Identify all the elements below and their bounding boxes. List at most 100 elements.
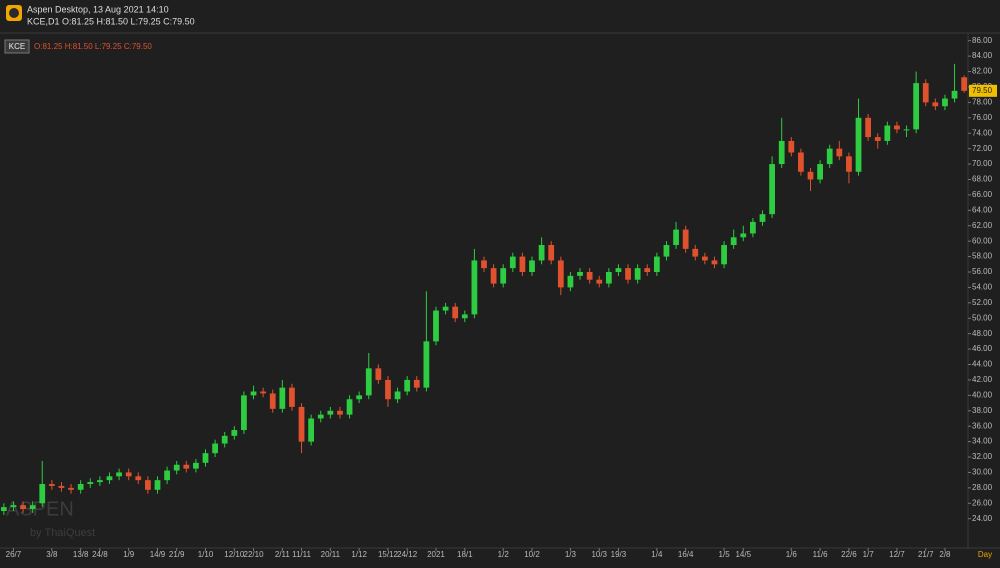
- x-tick-label: 11/6: [813, 550, 829, 559]
- y-tick-label: 56.00: [972, 267, 993, 276]
- candle-body: [385, 379, 391, 400]
- y-tick-label: 28.00: [972, 483, 993, 492]
- candle-body: [874, 137, 881, 141]
- x-unit: Day: [978, 550, 992, 559]
- candle-body: [202, 453, 209, 463]
- candle-body: [778, 140, 785, 165]
- x-tick-label: 1/5: [719, 550, 731, 559]
- x-tick-label: 24/12: [397, 550, 418, 559]
- candle-body: [855, 117, 862, 172]
- x-tick-label: 3/8: [46, 550, 58, 559]
- last-price-box: [969, 84, 997, 97]
- candle-body: [865, 117, 872, 138]
- candle-body: [653, 256, 660, 272]
- candle-body: [289, 387, 295, 407]
- candle-body: [241, 395, 247, 431]
- y-tick-label: 78.00: [972, 97, 993, 106]
- x-tick-label: 1/4: [651, 550, 663, 559]
- candle-body: [404, 379, 411, 392]
- candle-body: [29, 505, 36, 510]
- candle-body: [356, 395, 363, 400]
- candle-body: [346, 399, 353, 415]
- candle-body: [452, 306, 459, 319]
- candle-body: [894, 125, 900, 130]
- candle-body: [951, 90, 958, 99]
- x-tick-label: 1/7: [863, 550, 875, 559]
- legend-symbol-box: [4, 39, 30, 54]
- candle-body: [711, 260, 718, 265]
- candle-body: [529, 260, 535, 272]
- candle-body: [605, 271, 612, 284]
- candle-body: [87, 482, 94, 485]
- x-tick-label: 10/2: [524, 550, 540, 559]
- x-tick-label: 14/9: [150, 550, 166, 559]
- x-tick-label: 20/11: [321, 550, 341, 559]
- candle-body: [250, 391, 257, 396]
- candle-body: [461, 314, 468, 319]
- candle-body: [750, 221, 756, 234]
- candle-body: [58, 485, 65, 488]
- x-tick-label: 22/10: [244, 550, 265, 559]
- candle-body: [298, 406, 305, 442]
- x-tick-label: 12/10: [224, 550, 245, 559]
- candle-body: [817, 164, 823, 180]
- candle-body: [884, 125, 891, 141]
- x-tick-label: 22/6: [841, 550, 857, 559]
- y-tick-label: 44.00: [972, 360, 993, 369]
- legend-symbol: KCE: [9, 42, 25, 51]
- candle-body: [788, 140, 795, 153]
- x-tick-label: 11/11: [292, 550, 311, 559]
- y-tick-label: 24.00: [972, 514, 993, 523]
- candle-body: [634, 268, 641, 280]
- y-tick-label: 48.00: [972, 329, 993, 338]
- candle-body: [394, 391, 401, 400]
- candle-body: [625, 268, 631, 280]
- y-tick-label: 42.00: [972, 375, 993, 384]
- candle-body: [692, 248, 699, 257]
- candle-body: [77, 484, 84, 490]
- candle-body: [183, 464, 190, 469]
- candle-body: [260, 391, 267, 394]
- app-title: Aspen Desktop, 13 Aug 2021 14:10: [27, 4, 169, 14]
- legend-ohlc: O:81.25 H:81.50 L:79.25 C:79.50: [34, 42, 152, 51]
- y-tick-label: 40.00: [972, 390, 993, 399]
- y-tick-label: 26.00: [972, 498, 993, 507]
- candle-body: [798, 152, 804, 172]
- candle-body: [663, 245, 670, 257]
- candle-body: [375, 368, 382, 380]
- candle-body: [942, 98, 948, 107]
- x-tick-label: 1/9: [123, 550, 135, 559]
- quote-line: KCE,D1 O:81.25 H:81.50 L:79.25 C:79.50: [27, 16, 195, 26]
- y-tick-label: 68.00: [972, 175, 993, 184]
- y-tick-label: 74.00: [972, 128, 993, 137]
- x-tick-label: 16/4: [678, 550, 694, 559]
- candle-body: [173, 464, 180, 471]
- candle-body: [759, 214, 766, 222]
- candle-body: [413, 379, 420, 388]
- candle-body: [471, 260, 478, 315]
- candle-body: [932, 102, 939, 107]
- candle-body: [96, 480, 103, 483]
- candle-body: [586, 271, 593, 280]
- y-tick-label: 60.00: [972, 236, 993, 245]
- x-tick-label: 15/12: [378, 550, 399, 559]
- y-tick-label: 46.00: [972, 344, 993, 353]
- y-tick-label: 32.00: [972, 452, 993, 461]
- candle-body: [548, 245, 555, 261]
- candle-body: [317, 414, 324, 419]
- candle-body: [826, 148, 833, 165]
- candle-body: [557, 260, 564, 288]
- candle-body: [961, 77, 968, 91]
- candle-body: [193, 462, 199, 469]
- candle-body: [269, 393, 276, 409]
- candle-body: [721, 245, 727, 265]
- x-tick-label: 18/1: [457, 550, 473, 559]
- x-tick-label: 19/3: [611, 550, 627, 559]
- y-tick-label: 30.00: [972, 468, 993, 477]
- candle-body: [596, 279, 603, 284]
- candle-body: [538, 245, 545, 261]
- y-tick-label: 36.00: [972, 421, 993, 430]
- x-tick-label: 1/10: [198, 550, 214, 559]
- x-tick-label: 1/2: [498, 550, 510, 559]
